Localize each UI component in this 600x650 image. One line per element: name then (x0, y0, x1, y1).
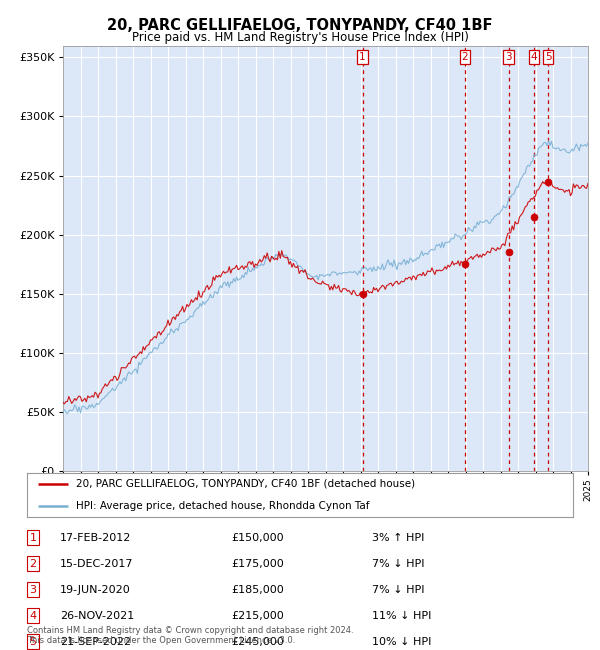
Text: £245,000: £245,000 (231, 636, 284, 647)
Text: 1: 1 (29, 532, 37, 543)
Text: 5: 5 (545, 52, 551, 62)
Text: HPI: Average price, detached house, Rhondda Cynon Taf: HPI: Average price, detached house, Rhon… (76, 500, 370, 511)
Text: 7% ↓ HPI: 7% ↓ HPI (372, 558, 425, 569)
Text: 10% ↓ HPI: 10% ↓ HPI (372, 636, 431, 647)
Text: 15-DEC-2017: 15-DEC-2017 (60, 558, 133, 569)
Text: 2: 2 (29, 558, 37, 569)
Text: 3% ↑ HPI: 3% ↑ HPI (372, 532, 424, 543)
Text: 4: 4 (29, 610, 37, 621)
Text: 7% ↓ HPI: 7% ↓ HPI (372, 584, 425, 595)
Text: Price paid vs. HM Land Registry's House Price Index (HPI): Price paid vs. HM Land Registry's House … (131, 31, 469, 44)
Text: 19-JUN-2020: 19-JUN-2020 (60, 584, 131, 595)
Text: 2: 2 (461, 52, 468, 62)
Text: £150,000: £150,000 (231, 532, 284, 543)
Text: £175,000: £175,000 (231, 558, 284, 569)
Text: 21-SEP-2022: 21-SEP-2022 (60, 636, 131, 647)
Text: 11% ↓ HPI: 11% ↓ HPI (372, 610, 431, 621)
Text: 3: 3 (29, 584, 37, 595)
Text: 1: 1 (359, 52, 366, 62)
Text: 17-FEB-2012: 17-FEB-2012 (60, 532, 131, 543)
Text: 26-NOV-2021: 26-NOV-2021 (60, 610, 134, 621)
Text: £215,000: £215,000 (231, 610, 284, 621)
Text: 20, PARC GELLIFAELOG, TONYPANDY, CF40 1BF (detached house): 20, PARC GELLIFAELOG, TONYPANDY, CF40 1B… (76, 478, 415, 489)
Text: 4: 4 (530, 52, 537, 62)
Text: 20, PARC GELLIFAELOG, TONYPANDY, CF40 1BF: 20, PARC GELLIFAELOG, TONYPANDY, CF40 1B… (107, 18, 493, 32)
Text: 5: 5 (29, 636, 37, 647)
Text: 3: 3 (505, 52, 512, 62)
Text: Contains HM Land Registry data © Crown copyright and database right 2024.
This d: Contains HM Land Registry data © Crown c… (27, 626, 353, 645)
Text: £185,000: £185,000 (231, 584, 284, 595)
